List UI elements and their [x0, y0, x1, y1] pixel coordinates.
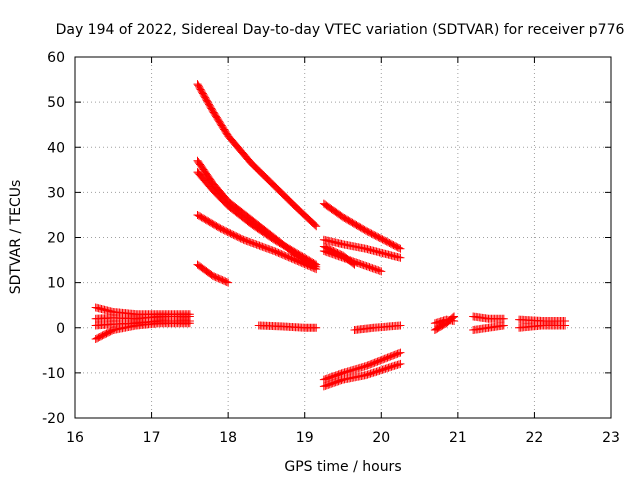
data-point	[396, 348, 405, 357]
y-tick-label: 50	[47, 95, 65, 111]
data-point	[499, 314, 508, 323]
data-point	[310, 264, 319, 273]
y-tick-label: 40	[47, 140, 65, 156]
data-point	[450, 316, 459, 325]
data-point	[395, 244, 404, 253]
data-point	[499, 321, 508, 330]
data-point	[375, 266, 384, 275]
series-arc-p	[319, 359, 405, 391]
y-tick-label: 10	[47, 276, 65, 292]
x-tick-label: 21	[449, 430, 467, 446]
x-axis-label: GPS time / hours	[284, 459, 401, 475]
data-point	[396, 359, 405, 368]
x-tick-label: 18	[219, 430, 237, 446]
series-arc-d	[91, 319, 194, 344]
grid	[75, 57, 611, 418]
series-arc-o	[319, 348, 405, 384]
series-arc-q	[350, 321, 405, 335]
y-axis-label: SDTVAR / TECUs	[8, 180, 24, 295]
series-arc-t	[469, 312, 508, 323]
y-tick-label: -10	[42, 366, 65, 382]
series-arc-h	[193, 210, 321, 274]
series-arc-l	[319, 235, 405, 262]
series-arc-n	[319, 242, 359, 269]
x-tick-label: 19	[296, 430, 314, 446]
data-point	[224, 278, 233, 287]
x-tick-label: 16	[66, 430, 84, 446]
chart-title: Day 194 of 2022, Sidereal Day-to-day VTE…	[56, 22, 625, 38]
series-arc-i	[193, 260, 233, 287]
x-tick-label: 23	[602, 430, 620, 446]
axis-ticks: 16 17 18 19 20 21 22 23 -20 -10 0 10 20 30 40 50 60	[42, 50, 620, 446]
y-tick-label: 20	[47, 231, 65, 247]
data-point	[377, 267, 386, 276]
data-point	[349, 259, 358, 268]
series-arc-k	[319, 199, 405, 253]
data-point	[396, 321, 405, 330]
y-tick-label: -20	[42, 411, 65, 427]
data-point	[396, 253, 405, 262]
data-point	[350, 260, 359, 269]
data-point	[561, 321, 570, 330]
series-arc-u	[469, 321, 508, 335]
data-point	[312, 323, 321, 332]
series-arc-v	[515, 315, 570, 325]
data-point	[312, 265, 321, 274]
y-tick-label: 0	[56, 321, 65, 337]
series-arc-w	[515, 321, 570, 332]
data-point	[222, 278, 231, 287]
data-markers	[91, 80, 570, 391]
series-arc-j	[254, 321, 321, 332]
x-tick-label: 17	[143, 430, 161, 446]
x-tick-label: 22	[526, 430, 544, 446]
x-tick-label: 20	[372, 430, 390, 446]
data-point	[394, 349, 403, 358]
data-point	[311, 221, 320, 230]
y-tick-label: 60	[47, 50, 65, 66]
series-arc-e	[193, 80, 321, 231]
data-point	[312, 222, 321, 231]
data-point	[185, 319, 194, 328]
series-arc-s	[430, 315, 459, 328]
y-tick-label: 30	[47, 185, 65, 201]
data-point	[396, 244, 405, 253]
